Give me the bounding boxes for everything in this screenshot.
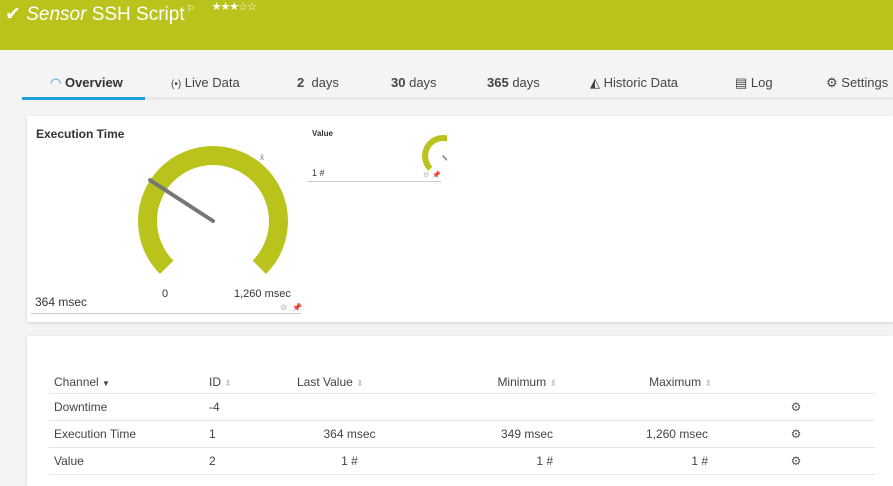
sort-icon: ⬍ — [704, 377, 712, 388]
gauges-panel: Execution Time x̄ 364 msec 0 1,260 msec … — [27, 116, 893, 322]
active-tab-indicator — [22, 97, 145, 100]
tab-365-days[interactable]: 365 days — [487, 75, 540, 90]
gauge-icon: ◠ — [50, 75, 62, 90]
gear-icon[interactable]: ⚙ — [423, 172, 430, 179]
gauge-needle — [148, 178, 215, 223]
sort-icon: ⬍ — [549, 377, 557, 388]
table-row[interactable]: Execution Time 1 364 msec 349 msec 1,260 mse… — [49, 420, 875, 448]
channels-panel: Channel ▼ ID ⬍ Last Value ⬍ Minimum ⬍ Ma… — [27, 336, 893, 486]
tab-30-days[interactable]: 30 days — [391, 75, 437, 90]
gauge-value: 1 # — [312, 168, 325, 178]
minimum-cell — [402, 393, 557, 421]
channel-cell: Downtime — [49, 393, 204, 421]
sort-desc-icon: ▼ — [102, 378, 110, 388]
broadcast-icon: (•) — [171, 79, 182, 90]
table-row[interactable]: Downtime -4 ⚙ — [49, 393, 875, 421]
last-value-cell — [292, 393, 402, 421]
check-icon: ✔ — [5, 4, 21, 25]
channel-cell: Execution Time — [49, 420, 204, 448]
column-minimum[interactable]: Minimum ⬍ — [402, 371, 557, 394]
gear-icon[interactable]: ⚙ — [280, 303, 288, 312]
divider — [307, 181, 441, 182]
id-cell: -4 — [204, 393, 292, 421]
gauge-title: Value — [312, 129, 333, 138]
channel-settings-icon[interactable]: ⚙ — [712, 420, 875, 448]
sort-icon: ⬍ — [356, 377, 364, 388]
execution-time-gauge — [138, 145, 288, 275]
tab-historic-data[interactable]: ◭ Historic Data — [590, 75, 679, 90]
maximum-cell: 1 # — [557, 447, 712, 475]
tab-log[interactable]: ▤ Log — [735, 75, 773, 90]
last-value-cell: 364 msec — [292, 420, 402, 448]
gauge-needle — [442, 155, 447, 162]
channel-settings-icon[interactable]: ⚙ — [712, 393, 875, 421]
gauge-arc — [422, 134, 447, 171]
gauge-title: Execution Time — [36, 127, 125, 141]
tab-settings[interactable]: ⚙ Settings — [826, 75, 889, 90]
table-row[interactable]: Value 2 1 #1 #1 # ⚙ — [49, 447, 875, 475]
flag-icon[interactable]: ⚐ — [186, 4, 196, 15]
list-icon: ▤ — [735, 75, 748, 90]
gauge-value: 364 msec — [35, 295, 88, 309]
maximum-cell — [557, 393, 712, 421]
area-chart-icon: ◭ — [590, 75, 600, 90]
id-cell: 1 — [204, 420, 292, 448]
maximum-cell: 1,260 msec — [557, 420, 712, 448]
tab-bar: ◠ Overview (•) Live Data 2 days 30 days … — [22, 66, 893, 100]
sensor-title: ✔ Sensor SSH Script ⚐ ★★★☆☆ — [5, 1, 257, 25]
sort-icon: ⬍ — [224, 377, 232, 388]
channel-cell: Value — [49, 447, 204, 475]
table-header: Channel ▼ ID ⬍ Last Value ⬍ Minimum ⬍ Ma… — [49, 371, 875, 394]
tab-live-data[interactable]: (•) Live Data — [171, 75, 240, 90]
gauge-arc — [138, 145, 288, 275]
gear-icon: ⚙ — [826, 75, 838, 90]
gauge-min-label: 0 — [162, 288, 169, 300]
average-marker: x̄ — [260, 153, 264, 162]
minimum-cell: 1 # — [402, 447, 557, 475]
sensor-header: ✔ Sensor SSH Script ⚐ ★★★☆☆ — [0, 0, 893, 50]
pin-icon[interactable]: 📌 — [292, 303, 302, 312]
column-channel[interactable]: Channel ▼ — [49, 371, 204, 394]
column-maximum[interactable]: Maximum ⬍ — [557, 371, 712, 394]
pin-icon[interactable]: 📌 — [432, 172, 441, 179]
priority-stars[interactable]: ★★★☆☆ — [211, 1, 257, 13]
column-id[interactable]: ID ⬍ — [204, 371, 292, 394]
gauge-max-label: 1,260 msec — [234, 288, 291, 300]
last-value-cell: 1 # — [292, 447, 402, 475]
channels-table: Channel ▼ ID ⬍ Last Value ⬍ Minimum ⬍ Ma… — [49, 371, 875, 475]
value-gauge — [422, 134, 447, 171]
channel-settings-icon[interactable]: ⚙ — [712, 447, 875, 475]
divider — [31, 313, 301, 314]
tab-overview[interactable]: ◠ Overview — [50, 75, 123, 90]
tab-2-days[interactable]: 2 days — [297, 75, 339, 90]
minimum-cell: 349 msec — [402, 420, 557, 448]
id-cell: 2 — [204, 447, 292, 475]
column-last-value[interactable]: Last Value ⬍ — [292, 371, 402, 394]
